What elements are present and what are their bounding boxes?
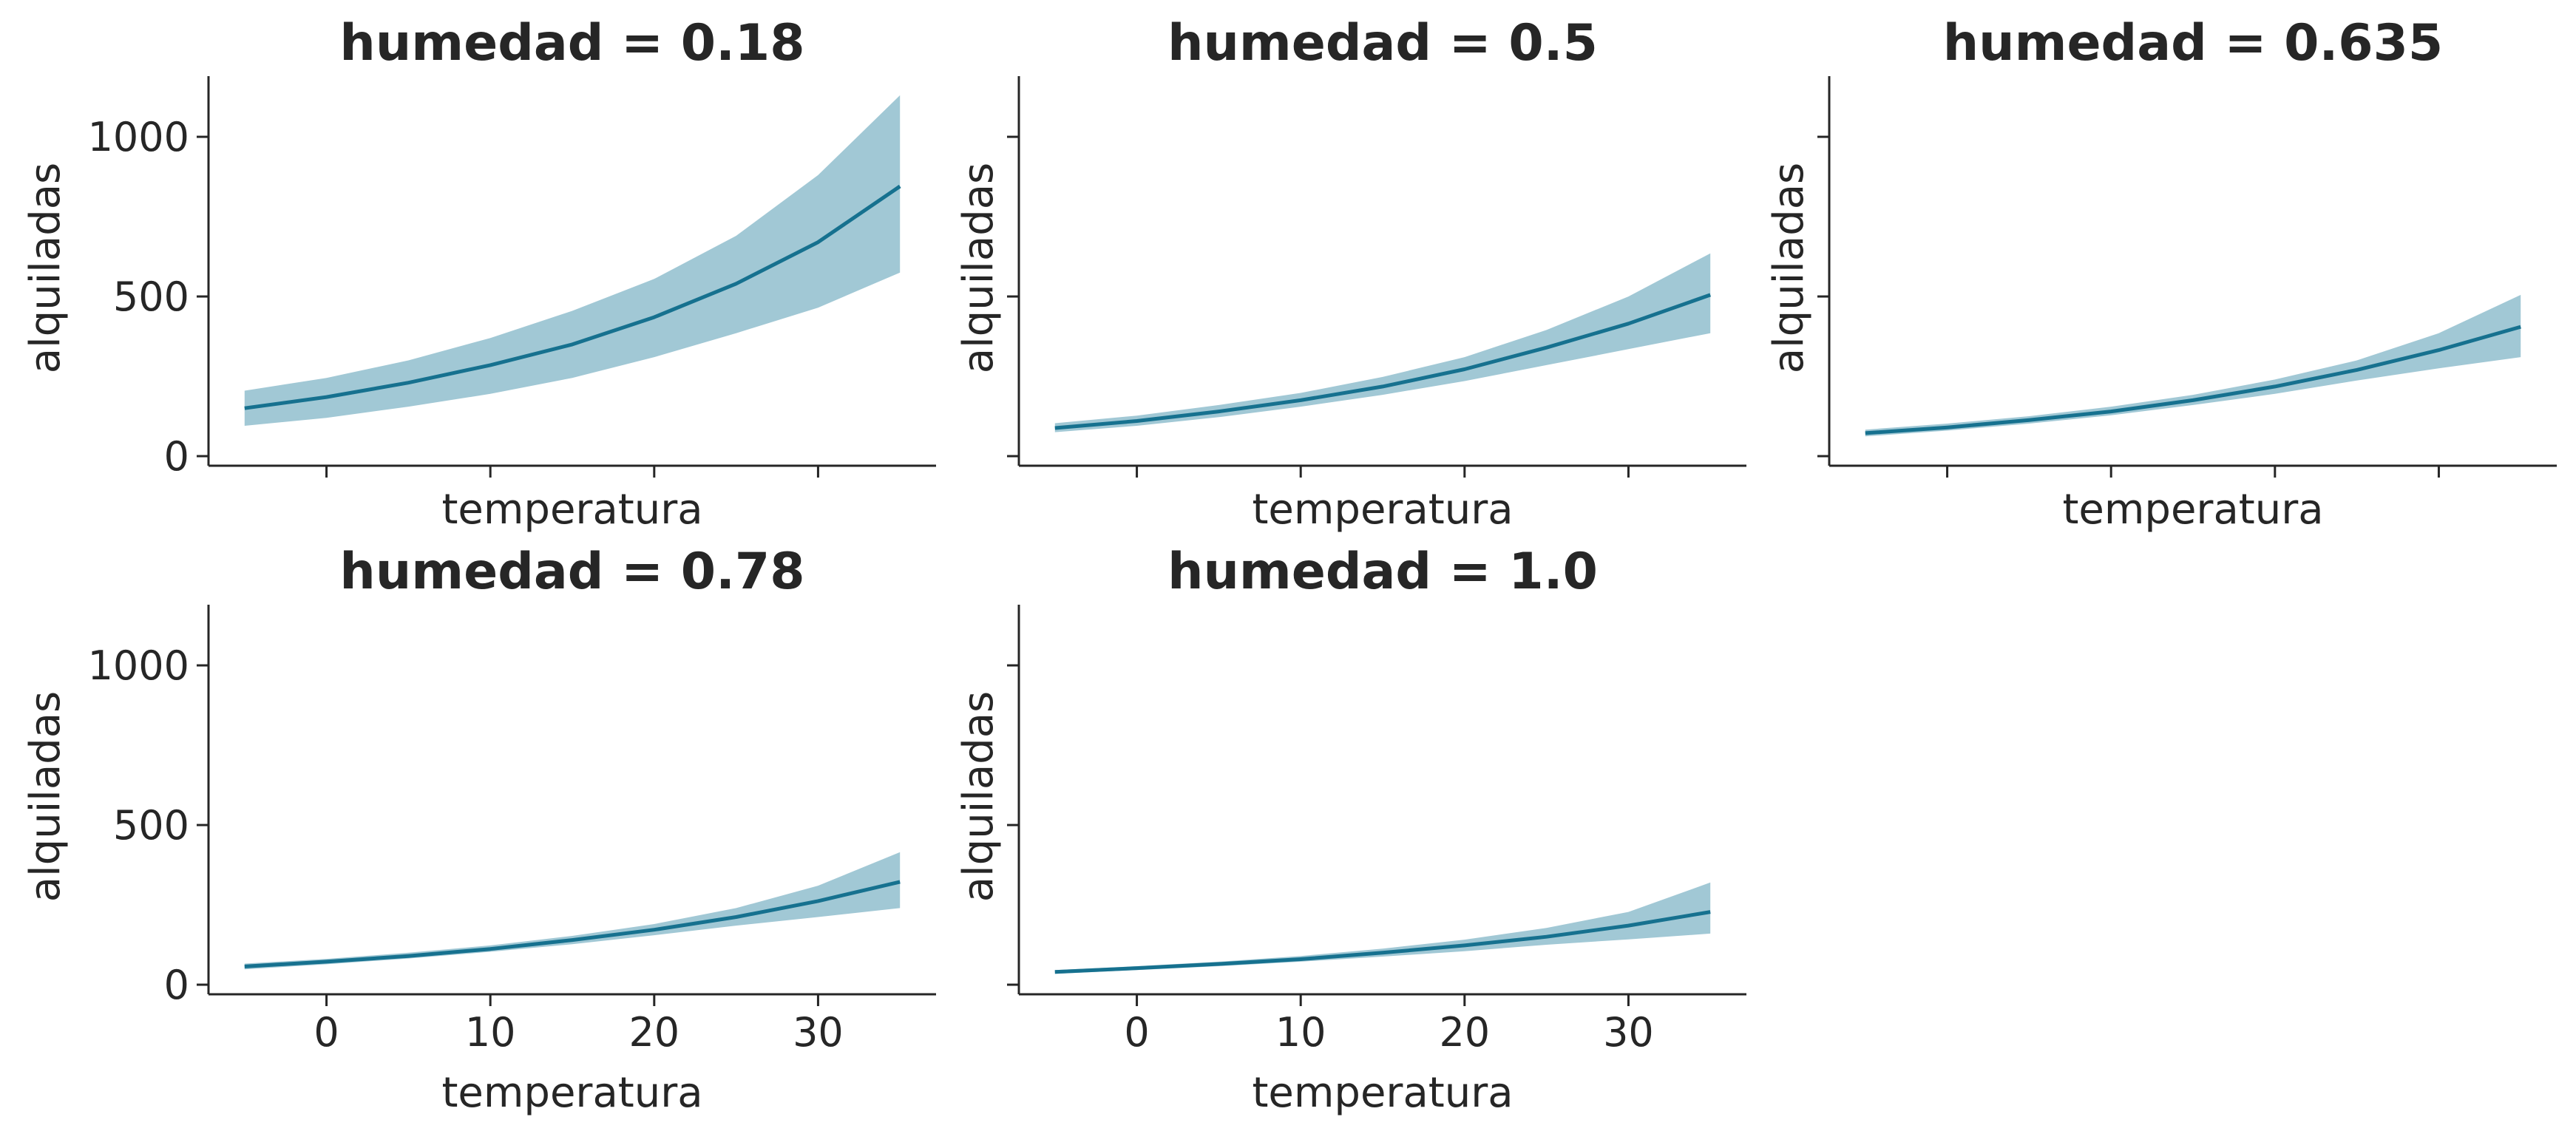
y-tick-label: 1000 <box>88 114 189 160</box>
y-axis-label: alquiladas <box>955 163 1003 373</box>
x-tick-label: 30 <box>793 1009 844 1056</box>
credible-band <box>244 852 901 970</box>
y-tick-label: 1000 <box>88 642 189 689</box>
panel-title: humedad = 0.18 <box>339 14 804 72</box>
x-tick-label: 20 <box>1439 1009 1490 1056</box>
x-axis-label: temperatura <box>2062 486 2323 534</box>
y-axis-label: alquiladas <box>955 691 1003 902</box>
credible-band <box>1054 882 1711 974</box>
credible-band <box>1054 253 1711 432</box>
x-tick-label: 30 <box>1603 1009 1654 1056</box>
panel-title: humedad = 1.0 <box>1167 543 1598 601</box>
panel-title: humedad = 0.5 <box>1167 14 1598 72</box>
panel-title: humedad = 0.635 <box>1943 14 2443 72</box>
credible-band <box>244 95 901 426</box>
panel-2: humedad = 0.635 temperatura alquiladas <box>1765 14 2557 534</box>
y-tick-label: 0 <box>164 433 189 480</box>
x-tick-label: 0 <box>1124 1009 1149 1056</box>
x-tick-label: 0 <box>313 1009 339 1056</box>
x-tick-label: 20 <box>628 1009 679 1056</box>
y-axis-label: alquiladas <box>21 163 70 373</box>
x-axis-label: temperatura <box>1252 1069 1513 1117</box>
panel-4: humedad = 1.0 0 10 20 30 temperatura alquilada… <box>955 543 1746 1117</box>
panel-1: humedad = 0.5 temperatura alquiladas <box>955 14 1746 534</box>
panel-0: humedad = 0.18 0 500 1000 temperatura alquila… <box>21 14 936 534</box>
panel-3: humedad = 0.78 0 500 1000 0 10 20 30 temperatura… <box>21 543 936 1117</box>
x-axis-label: temperatura <box>1252 486 1513 534</box>
x-tick-label: 10 <box>1275 1009 1326 1056</box>
credible-band <box>1865 294 2521 437</box>
x-axis-label: temperatura <box>441 486 702 534</box>
panel-title: humedad = 0.78 <box>339 543 804 601</box>
y-axis-label: alquiladas <box>21 691 70 902</box>
y-tick-label: 500 <box>113 802 189 849</box>
x-tick-label: 10 <box>465 1009 516 1056</box>
x-axis-label: temperatura <box>441 1069 702 1117</box>
y-tick-label: 500 <box>113 274 189 320</box>
y-axis-label: alquiladas <box>1765 163 1813 373</box>
y-tick-label: 0 <box>164 962 189 1008</box>
